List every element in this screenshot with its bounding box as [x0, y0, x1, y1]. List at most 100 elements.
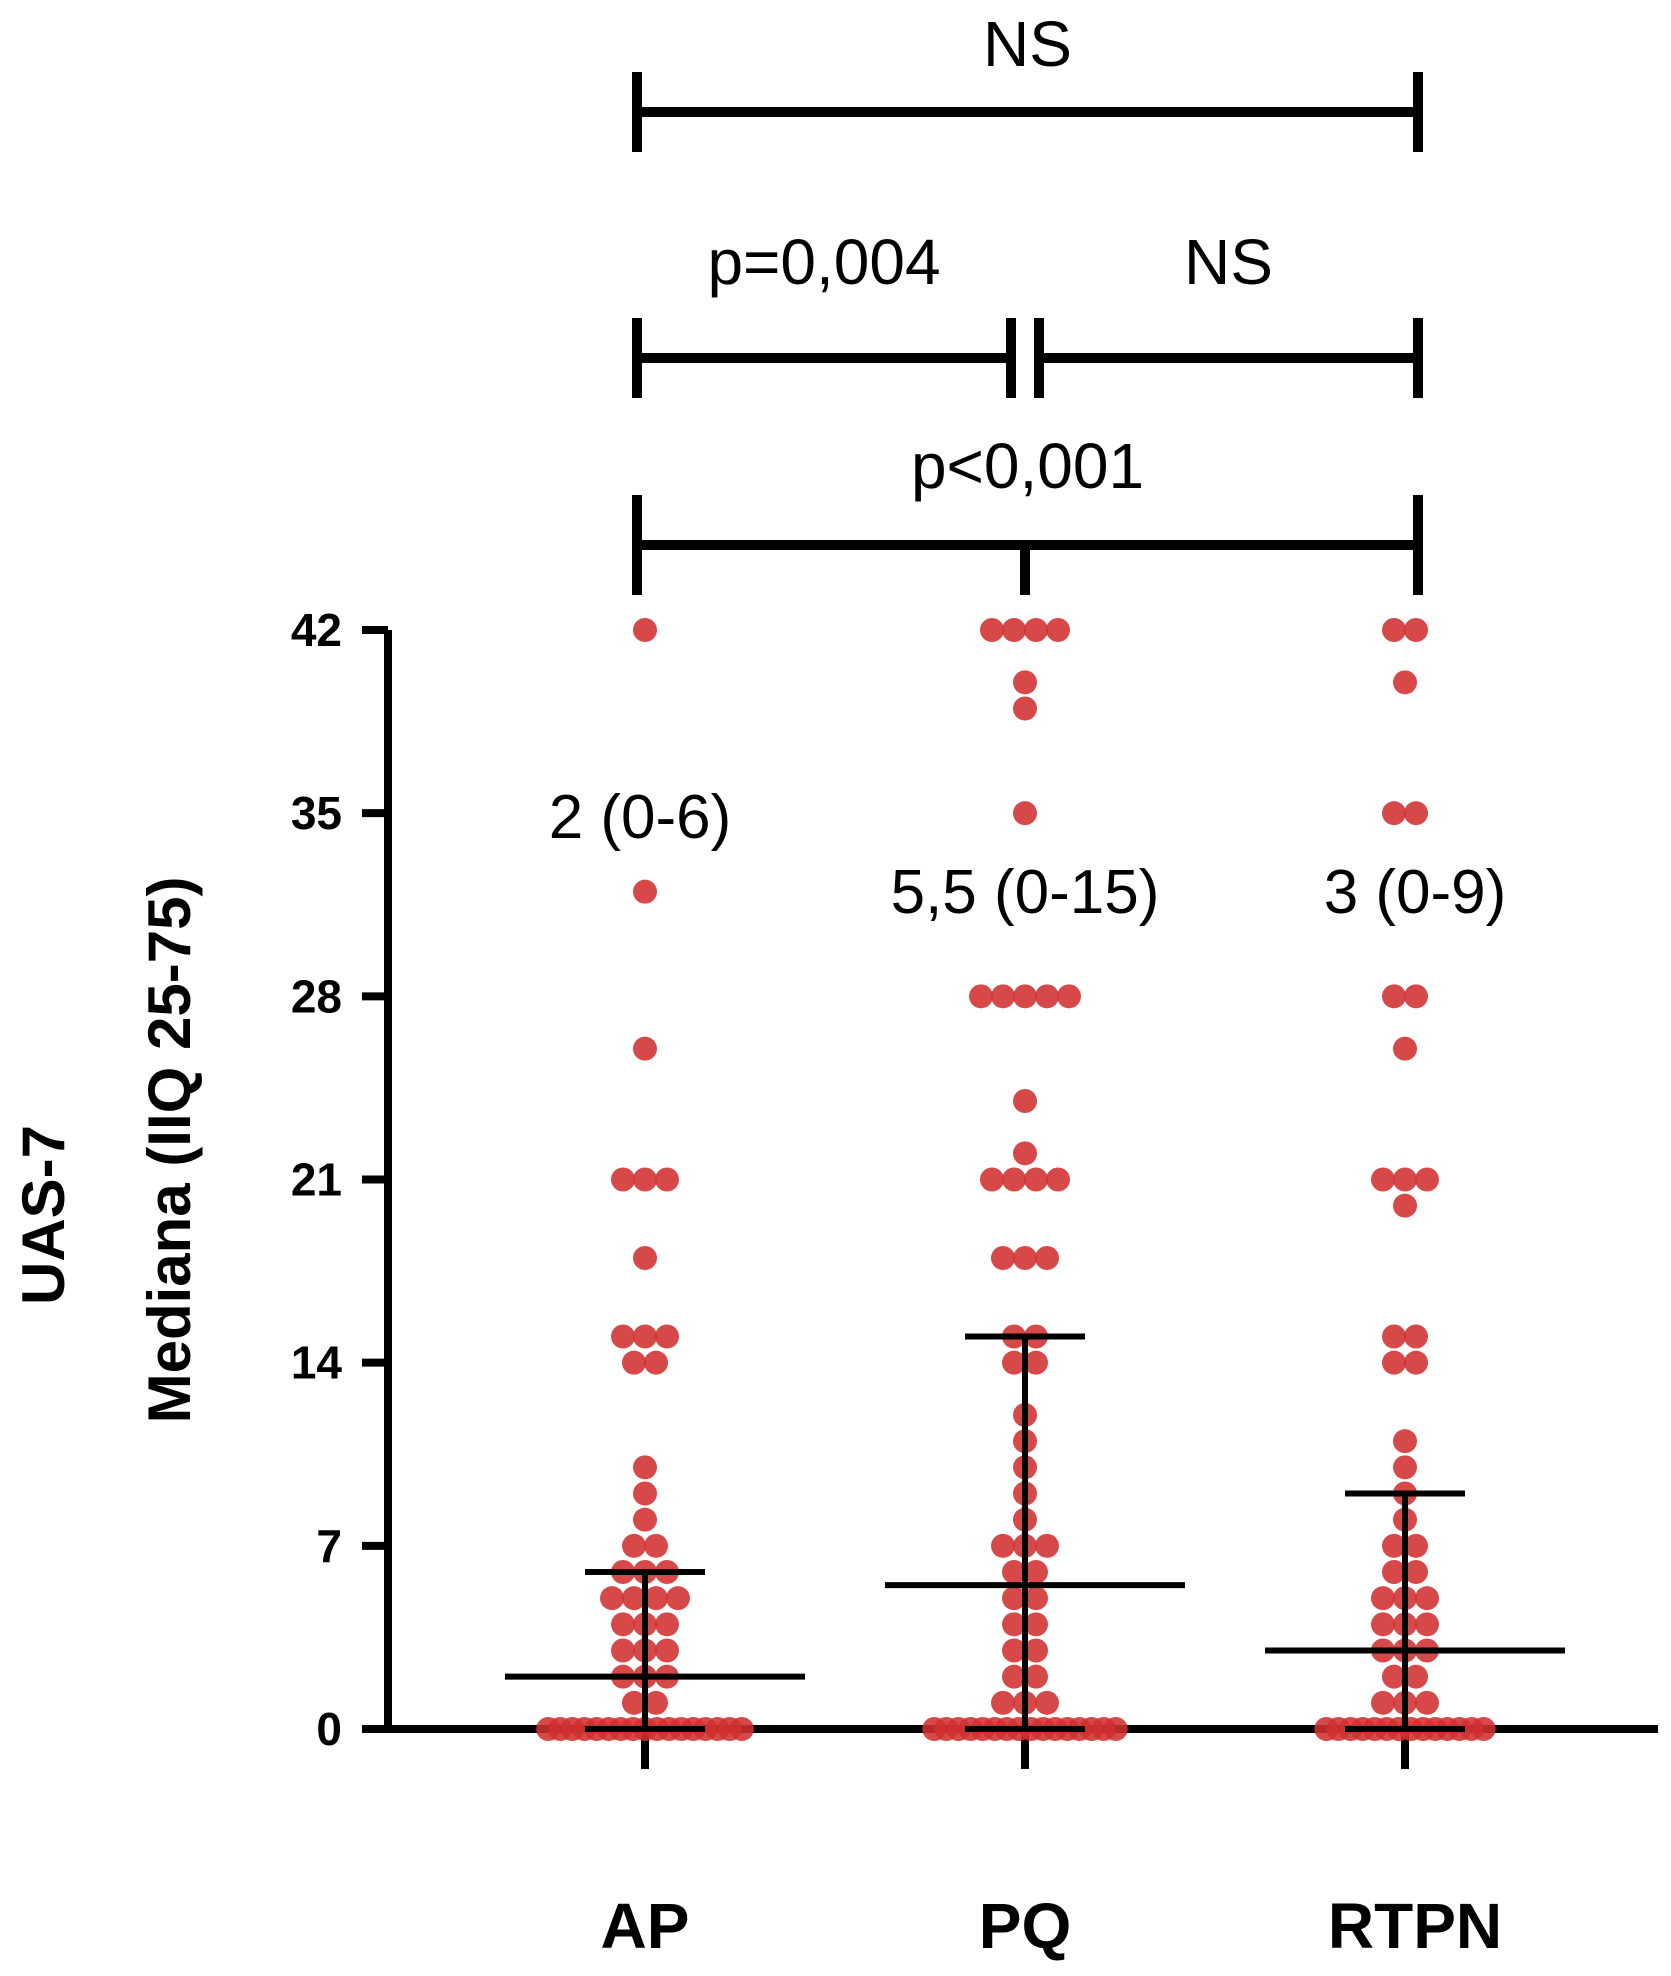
- data-point: [1013, 1089, 1037, 1113]
- data-point: [1382, 1533, 1406, 1558]
- data-point: [1024, 1586, 1048, 1611]
- bracket-label: p=0,004: [707, 226, 940, 298]
- bracket-label: p<0,001: [911, 430, 1144, 502]
- y-tick-label: 28: [291, 970, 342, 1022]
- data-point: [1002, 1638, 1026, 1663]
- data-point: [1002, 1664, 1026, 1689]
- data-point: [1024, 618, 1048, 642]
- data-point: [1024, 1664, 1048, 1689]
- data-point: [611, 1612, 635, 1637]
- data-point: [1013, 670, 1037, 695]
- group-annotations: 2 (0-6) 5,5 (0-15) 3 (0-9): [549, 783, 1507, 927]
- y-tick-label: 42: [291, 604, 342, 656]
- data-point: [1002, 1350, 1026, 1375]
- group-annotation: 5,5 (0-15): [891, 858, 1160, 927]
- data-point: [1046, 1167, 1070, 1192]
- data-point: [1382, 1560, 1406, 1584]
- data-point: [1415, 1586, 1439, 1611]
- data-point: [1024, 1167, 1048, 1192]
- data-point: [991, 1246, 1015, 1270]
- bracket-label: NS: [983, 8, 1072, 80]
- significance-brackets: NS p=0,004 NS p<0,001: [632, 8, 1423, 595]
- data-point: [1404, 801, 1428, 826]
- data-point: [644, 1586, 668, 1611]
- x-category-labels: AP PQ RTPN: [601, 1890, 1503, 1962]
- data-point: [969, 984, 993, 1009]
- data-point: [1013, 984, 1037, 1009]
- data-point: [622, 1586, 646, 1611]
- group-annotation: 3 (0-9): [1324, 858, 1507, 927]
- data-point: [1024, 1560, 1048, 1584]
- y-tick-label: 14: [291, 1337, 343, 1389]
- data-point: [1393, 1429, 1417, 1454]
- data-point: [1393, 670, 1417, 695]
- data-point: [1415, 1612, 1439, 1637]
- data-point: [633, 1036, 657, 1061]
- y-tick-label: 21: [291, 1154, 342, 1206]
- data-point: [1013, 1246, 1037, 1270]
- data-point: [1382, 1350, 1406, 1375]
- data-point: [633, 1324, 657, 1349]
- data-point: [1404, 1664, 1428, 1689]
- data-point: [1415, 1167, 1439, 1192]
- data-point: [611, 1638, 635, 1663]
- data-point: [600, 1586, 624, 1611]
- data-point: [1002, 1586, 1026, 1611]
- data-point: [1002, 618, 1026, 642]
- data-point: [1103, 1717, 1128, 1741]
- data-point: [1024, 1612, 1048, 1637]
- data-point: [1415, 1690, 1439, 1715]
- data-point: [1046, 618, 1070, 642]
- data-point: [622, 1690, 646, 1715]
- data-point: [655, 1638, 679, 1663]
- data-point: [1035, 1246, 1059, 1270]
- data-point: [1002, 1560, 1026, 1584]
- data-point: [1382, 984, 1406, 1009]
- y-tick-label: 0: [316, 1703, 342, 1755]
- data-point: [991, 1690, 1015, 1715]
- data-point: [1371, 1690, 1395, 1715]
- data-point: [1371, 1167, 1395, 1192]
- data-point: [1404, 1350, 1428, 1375]
- data-point: [991, 1533, 1015, 1558]
- data-points: [536, 618, 1496, 1741]
- y-axis-label-line-1: UAS-7: [10, 1125, 77, 1305]
- y-axis-label: UAS-7 Mediana (IIQ 25-75): [10, 877, 203, 1424]
- data-point: [1404, 1560, 1428, 1584]
- data-point: [1002, 1612, 1026, 1637]
- data-point: [655, 1324, 679, 1349]
- data-point: [633, 1455, 657, 1480]
- data-point: [1371, 1612, 1395, 1637]
- x-category-label: AP: [601, 1890, 690, 1962]
- data-point: [729, 1717, 754, 1741]
- y-axis-label-line-2: Mediana (IIQ 25-75): [136, 877, 203, 1424]
- data-point: [1057, 984, 1081, 1009]
- data-point: [1382, 618, 1406, 642]
- data-point: [1382, 1324, 1406, 1349]
- data-point: [1013, 1141, 1037, 1166]
- x-category-label: RTPN: [1328, 1890, 1502, 1962]
- data-point: [655, 1167, 679, 1192]
- bracket-label: NS: [1184, 226, 1273, 298]
- data-point: [1013, 696, 1037, 721]
- data-point: [1371, 1586, 1395, 1611]
- data-point: [1393, 1193, 1417, 1218]
- data-point: [633, 879, 657, 904]
- data-point: [1404, 1324, 1428, 1349]
- data-point: [980, 1167, 1004, 1192]
- data-point: [1035, 984, 1059, 1009]
- data-point: [1393, 1167, 1417, 1192]
- data-point: [633, 618, 657, 642]
- axes: 0 7 14 21 28 35 42: [291, 604, 1658, 1769]
- data-point: [1404, 618, 1428, 642]
- data-point: [991, 984, 1015, 1009]
- data-point: [980, 618, 1004, 642]
- data-point: [1024, 1350, 1048, 1375]
- data-point: [644, 1350, 668, 1375]
- y-tick-label: 35: [291, 787, 342, 839]
- data-point: [1404, 984, 1428, 1009]
- data-point: [1035, 1533, 1059, 1558]
- data-point: [1382, 801, 1406, 826]
- data-point: [655, 1612, 679, 1637]
